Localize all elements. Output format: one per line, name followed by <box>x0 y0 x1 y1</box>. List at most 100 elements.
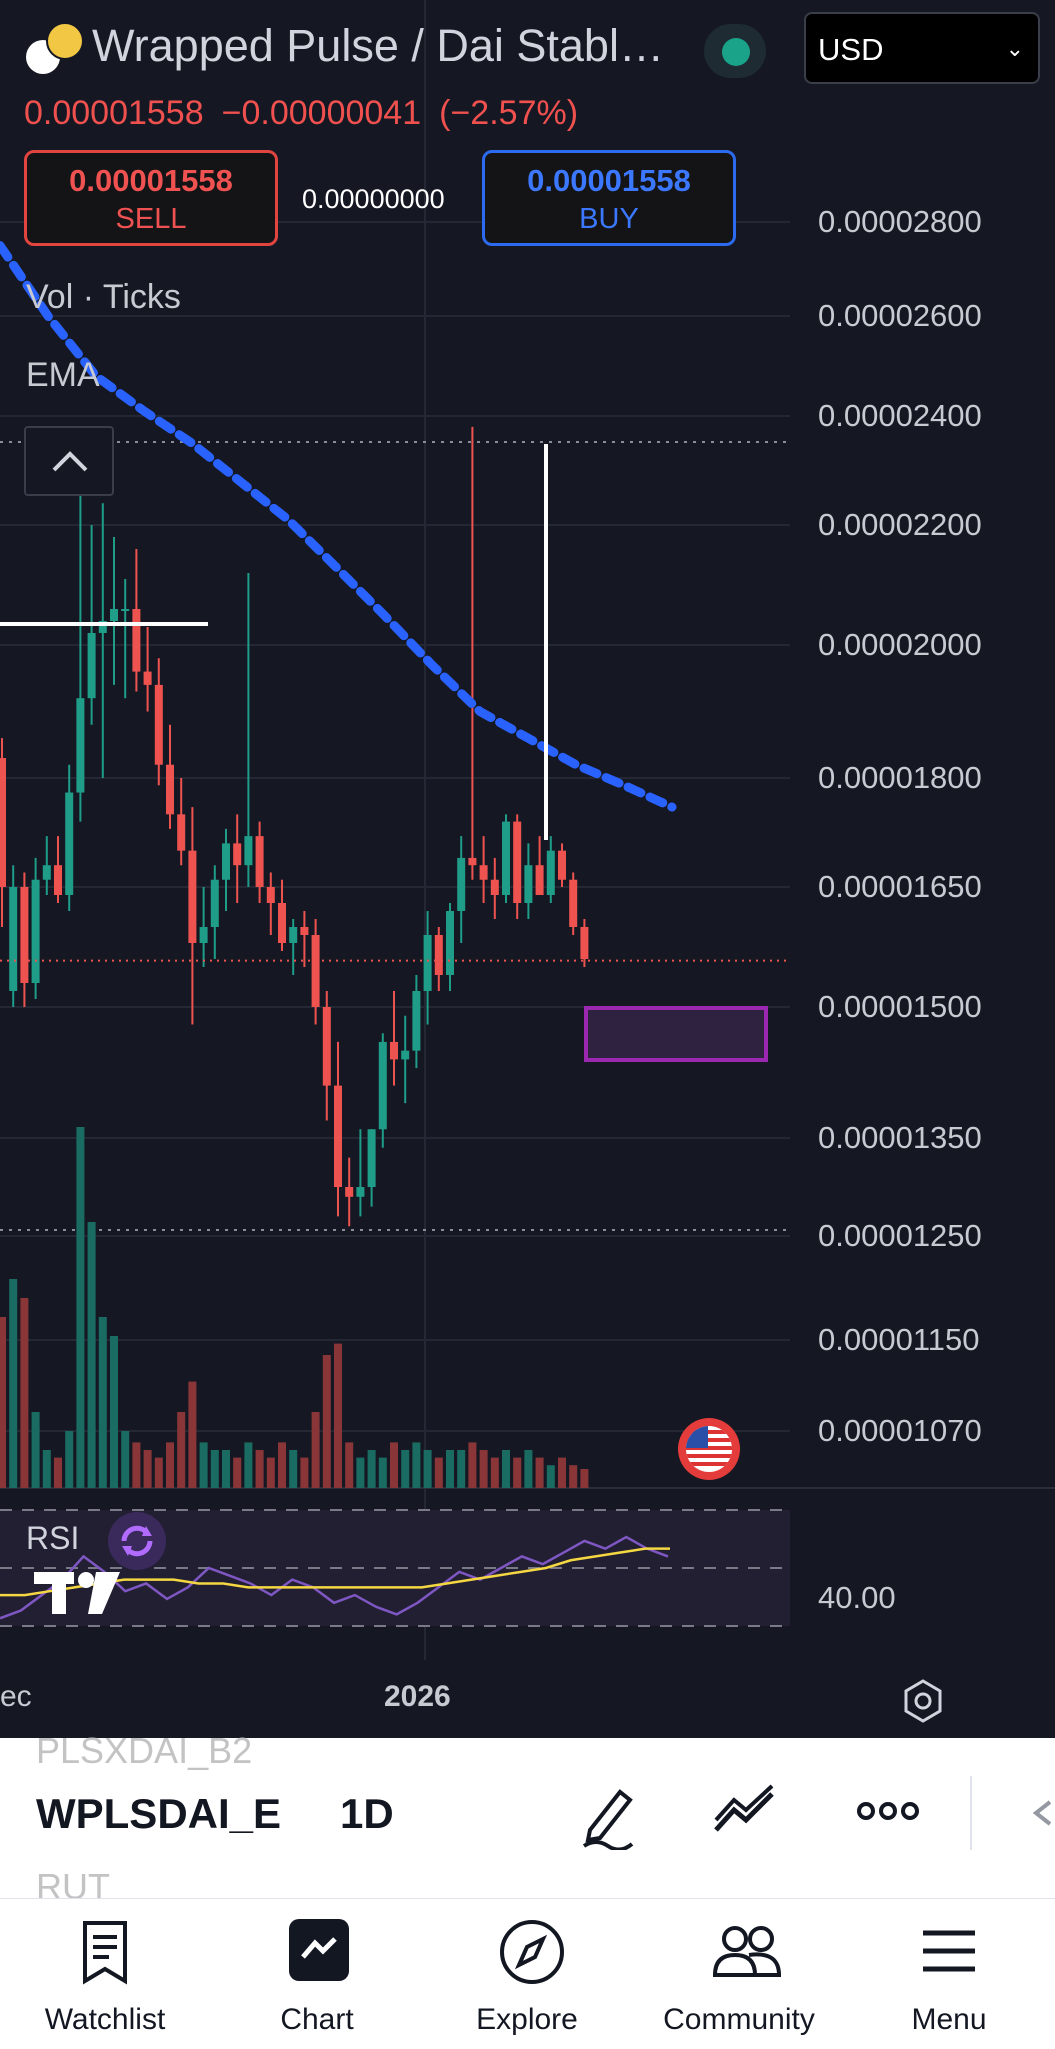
candle-body <box>412 991 421 1051</box>
sell-button[interactable]: 0.00001558 SELL <box>24 150 278 246</box>
volume-bar <box>278 1442 286 1488</box>
volume-bar <box>446 1450 454 1488</box>
volume-bar <box>468 1442 477 1488</box>
candle-body <box>580 927 589 959</box>
price-axis-label: 0.00002200 <box>818 507 982 542</box>
ema-indicator-label[interactable]: EMA <box>26 356 100 394</box>
nav-menu-label: Menu <box>911 2003 987 2036</box>
volume-indicator-label[interactable]: Vol · Ticks <box>26 278 181 316</box>
symbol-title[interactable]: Wrapped Pulse / Dai Stabl… <box>92 20 664 71</box>
volume-bar <box>188 1381 197 1488</box>
candle-body <box>401 1050 410 1060</box>
chart-area[interactable]: Wrapped Pulse / Dai Stabl… USD ⌄ 0.00001… <box>0 0 1055 1738</box>
chart-settings-icon[interactable] <box>900 1678 946 1729</box>
nav-community-label: Community <box>663 2003 815 2036</box>
volume-bar <box>334 1343 342 1488</box>
candle-body <box>367 1129 376 1187</box>
rsi-indicator-label[interactable]: RSI <box>26 1520 80 1556</box>
last-price: 0.00001558 <box>24 94 204 132</box>
candle-body <box>502 821 510 895</box>
price-axis-label: 0.00002600 <box>818 298 982 333</box>
price-axis-label: 0.00001500 <box>818 989 982 1024</box>
volume-bar <box>98 1317 107 1488</box>
interval-selector[interactable]: 1D <box>340 1790 394 1837</box>
us-market-flag-icon[interactable] <box>678 1418 740 1480</box>
volume-bar <box>87 1222 96 1488</box>
tradingview-logo-icon <box>30 1566 126 1623</box>
buy-button[interactable]: 0.00001558 BUY <box>482 150 736 246</box>
rsi-refresh-icon[interactable] <box>108 1512 166 1570</box>
watchlist-icon <box>83 1921 127 1985</box>
candle-body <box>98 621 107 633</box>
nav-chart-label: Chart <box>280 2003 354 2036</box>
candle-body <box>166 764 174 815</box>
volume-bar <box>132 1442 141 1488</box>
candle-body <box>199 927 208 943</box>
chevron-left-icon[interactable] <box>1030 1798 1054 1833</box>
candle-body <box>210 879 219 927</box>
volume-bar <box>513 1457 522 1488</box>
nav-explore[interactable]: Explore <box>432 1899 622 2049</box>
candle-body <box>0 758 6 887</box>
price-change: −0.00000041 <box>221 94 422 132</box>
indicators-icon[interactable] <box>710 1782 780 1847</box>
market-status-badge[interactable] <box>704 24 766 78</box>
collapse-indicators-button[interactable] <box>24 426 114 496</box>
previous-symbol[interactable]: PLSXDAI_B2 <box>36 1730 253 1771</box>
symbol-name[interactable]: WPLSDAI_E <box>36 1790 282 1837</box>
volume-bar <box>20 1298 29 1488</box>
candle-body <box>390 1041 398 1060</box>
volume-bar <box>580 1469 589 1488</box>
nav-chart[interactable]: Chart <box>222 1899 412 2049</box>
candle-body <box>345 1187 354 1197</box>
volume-bar <box>356 1457 365 1488</box>
price-axis-label: 0.00002400 <box>818 398 982 433</box>
candle-body <box>31 879 40 983</box>
spread-value: 0.00000000 <box>302 184 445 214</box>
candle-body <box>278 903 286 943</box>
candle-body <box>65 792 74 895</box>
volume-bar <box>401 1450 410 1488</box>
nav-menu[interactable]: Menu <box>854 1899 1044 2049</box>
volume-bar <box>9 1279 18 1488</box>
rsi-value: 40.00 <box>818 1580 896 1615</box>
volume-bar <box>233 1457 242 1488</box>
candle-body <box>244 836 253 866</box>
ema-line <box>0 241 677 812</box>
sell-price: 0.00001558 <box>69 163 233 198</box>
volume-bar <box>434 1457 443 1488</box>
candle-body <box>457 857 466 911</box>
price-line: 0.00001558 −0.00000041 (−2.57%) <box>24 94 596 133</box>
price-axis-label: 0.00001150 <box>818 1322 980 1357</box>
volume-bar <box>54 1457 62 1488</box>
volume-bar <box>244 1442 253 1488</box>
volume-bar <box>31 1412 40 1488</box>
volume-bar <box>289 1450 298 1488</box>
nav-watchlist[interactable]: Watchlist <box>10 1899 200 2049</box>
currency-select[interactable]: USD ⌄ <box>804 12 1040 84</box>
candle-body <box>311 935 320 1007</box>
volume-bar <box>502 1450 510 1488</box>
buy-label: BUY <box>579 203 639 235</box>
price-change-pct: (−2.57%) <box>439 94 579 132</box>
volume-bar <box>490 1457 499 1488</box>
candle-body <box>569 879 578 927</box>
volume-bar <box>457 1450 466 1488</box>
volume-bar <box>558 1457 566 1488</box>
volume-bar <box>143 1450 152 1488</box>
price-axis-label: 0.00001250 <box>818 1218 982 1253</box>
candle-body <box>233 843 242 866</box>
candle-body <box>9 887 18 991</box>
volume-bar <box>199 1442 208 1488</box>
nav-community[interactable]: Community <box>644 1899 834 2049</box>
volume-bar <box>110 1336 118 1488</box>
candle-body <box>54 865 62 895</box>
drawing-tool-icon[interactable] <box>576 1780 640 1855</box>
volume-bar <box>535 1457 544 1488</box>
volume-bar <box>546 1465 555 1488</box>
candle-body <box>87 633 96 699</box>
community-icon <box>712 1926 782 1977</box>
volume-bar <box>76 1127 85 1488</box>
more-options-icon[interactable] <box>856 1798 920 1829</box>
candle-body <box>143 671 152 685</box>
